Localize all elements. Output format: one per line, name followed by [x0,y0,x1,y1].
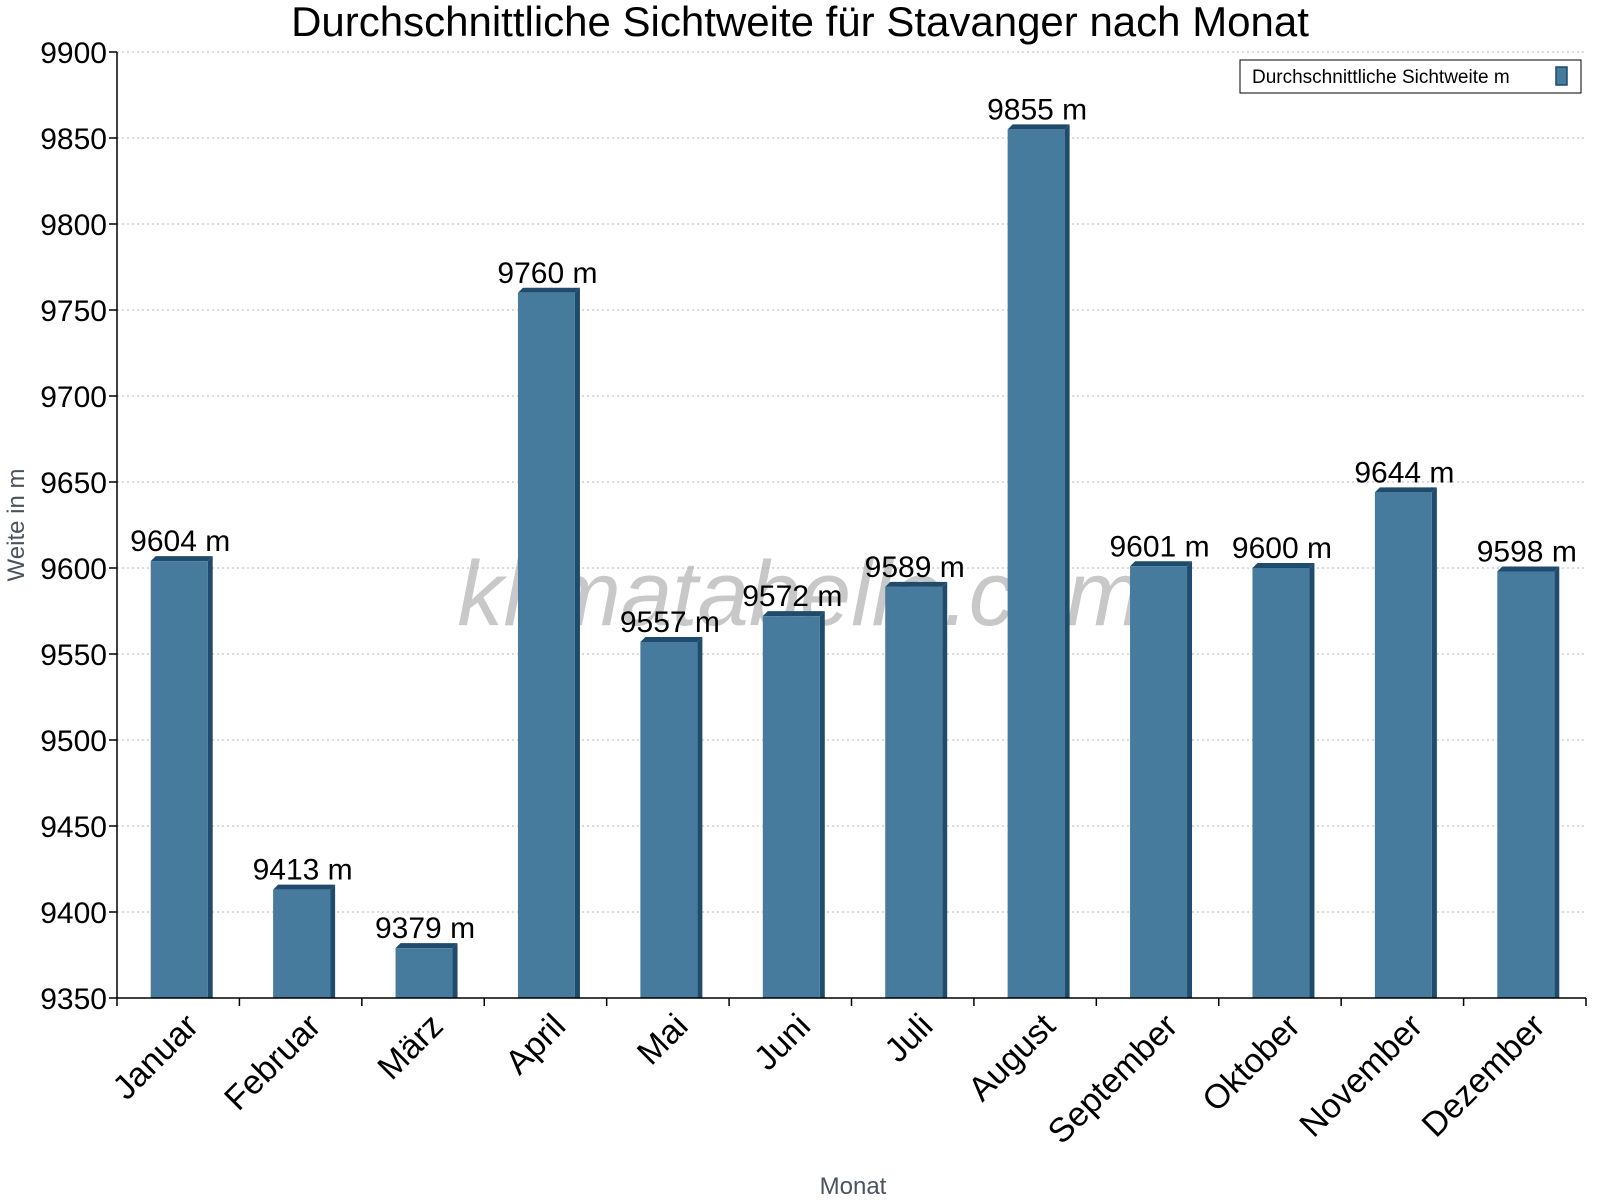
x-tick-label: Januar [105,1007,205,1107]
bar-front [150,561,208,998]
bar [1374,487,1437,998]
y-tick-label: 9850 [40,123,107,156]
legend-box [1239,59,1582,94]
y-tick-label: 9900 [40,37,107,70]
y-tick-label: 9750 [40,295,107,328]
y-tick-label: 9500 [40,725,107,758]
bar-front [762,616,820,998]
bar-top [762,611,825,617]
bar-side [942,581,948,998]
y-tick-label: 9700 [40,381,107,414]
legend: Durchschnittliche Sichtweite m [1239,59,1582,94]
y-tick-label: 9600 [40,553,107,586]
bar-top [1252,563,1315,568]
bar-front [1007,129,1065,998]
bar-side [819,611,825,998]
bar-top [150,556,213,562]
value-label: 9557 m [620,606,720,639]
bar [1130,561,1193,998]
x-axis-ticks: Januar Februar März April Mai Juni Juli AugustS… [105,998,1587,1151]
y-tick-label: 9400 [40,897,107,930]
bar-front [1497,571,1555,998]
y-axis-ticks: 9350 9400 9450 9500 9550 9600 9650 9700 9750 9800… [40,37,117,1016]
x-axis-title: Monat [820,1173,887,1200]
bar-front [395,948,453,998]
bar-side [1187,561,1193,998]
value-label: 9760 m [497,257,597,290]
value-label: 9644 m [1354,456,1454,489]
bar [640,636,703,998]
bar-side [330,884,336,998]
y-tick-label: 9450 [40,811,107,844]
x-tick-label: September [1041,1007,1185,1151]
x-tick-label: April [498,1007,573,1082]
value-label: 9379 m [375,912,475,945]
bar-top [395,943,458,949]
bar-side [452,943,458,998]
value-label: 9589 m [865,551,965,584]
x-tick-label: Oktober [1195,1007,1307,1119]
bar-front [885,586,943,998]
y-tick-label: 9350 [40,983,107,1016]
value-label: 9413 m [253,854,353,887]
bar [1252,563,1315,998]
bar-front [273,889,331,998]
x-tick-label: August [961,1006,1063,1108]
bar-side [207,556,213,998]
bar-top [1130,561,1193,567]
bar-side [1309,563,1315,998]
bar [885,581,948,998]
value-label: 9601 m [1110,530,1210,563]
bar [517,287,580,998]
bar-side [697,636,703,998]
bar-side [1431,487,1437,998]
chart-title: Durchschnittliche Sichtweite für Stavang… [291,0,1309,45]
bars [150,124,1560,998]
bar-front [640,641,698,998]
bar [1007,124,1070,998]
bar-side [574,287,580,998]
x-tick-label: Juni [747,1007,818,1078]
x-tick-label: März [370,1007,450,1087]
y-tick-label: 9800 [40,209,107,242]
bar [150,556,213,998]
y-axis-title: Weite in m [3,469,30,582]
bar-top [1497,566,1560,572]
bar-front [1374,492,1432,998]
legend-swatch [1555,66,1568,86]
value-label: 9572 m [742,580,842,613]
bar-top [517,287,580,293]
value-label: 9598 m [1477,535,1577,568]
x-tick-label: Mai [630,1007,696,1073]
bar-top [1007,124,1070,130]
value-label: 9604 m [130,525,230,558]
bar-top [273,884,336,890]
legend-label: Durchschnittliche Sichtweite m [1252,67,1510,88]
bar-top [640,636,703,642]
x-tick-label: Dezember [1415,1007,1553,1145]
bar [273,884,336,998]
y-tick-label: 9650 [40,467,107,500]
x-tick-label: Juli [877,1007,940,1070]
bar-top [885,581,948,587]
bar-front [1130,566,1188,998]
value-label: 9600 m [1232,532,1332,565]
bar-side [1554,566,1560,998]
bar [762,611,825,998]
bar-side [1064,124,1070,998]
bar [395,943,458,998]
y-tick-label: 9550 [40,639,107,672]
bar-front [1252,568,1310,998]
bar-front [517,292,575,998]
bar-top [1374,487,1437,493]
value-labels: 9604 m 9413 m 9379 m 9760 m 9557 m 9572 m 9589… [130,93,1577,945]
x-tick-label: Februar [217,1007,328,1118]
bar [1497,566,1560,998]
x-tick-label: November [1292,1007,1430,1145]
value-label: 9855 m [987,93,1087,126]
